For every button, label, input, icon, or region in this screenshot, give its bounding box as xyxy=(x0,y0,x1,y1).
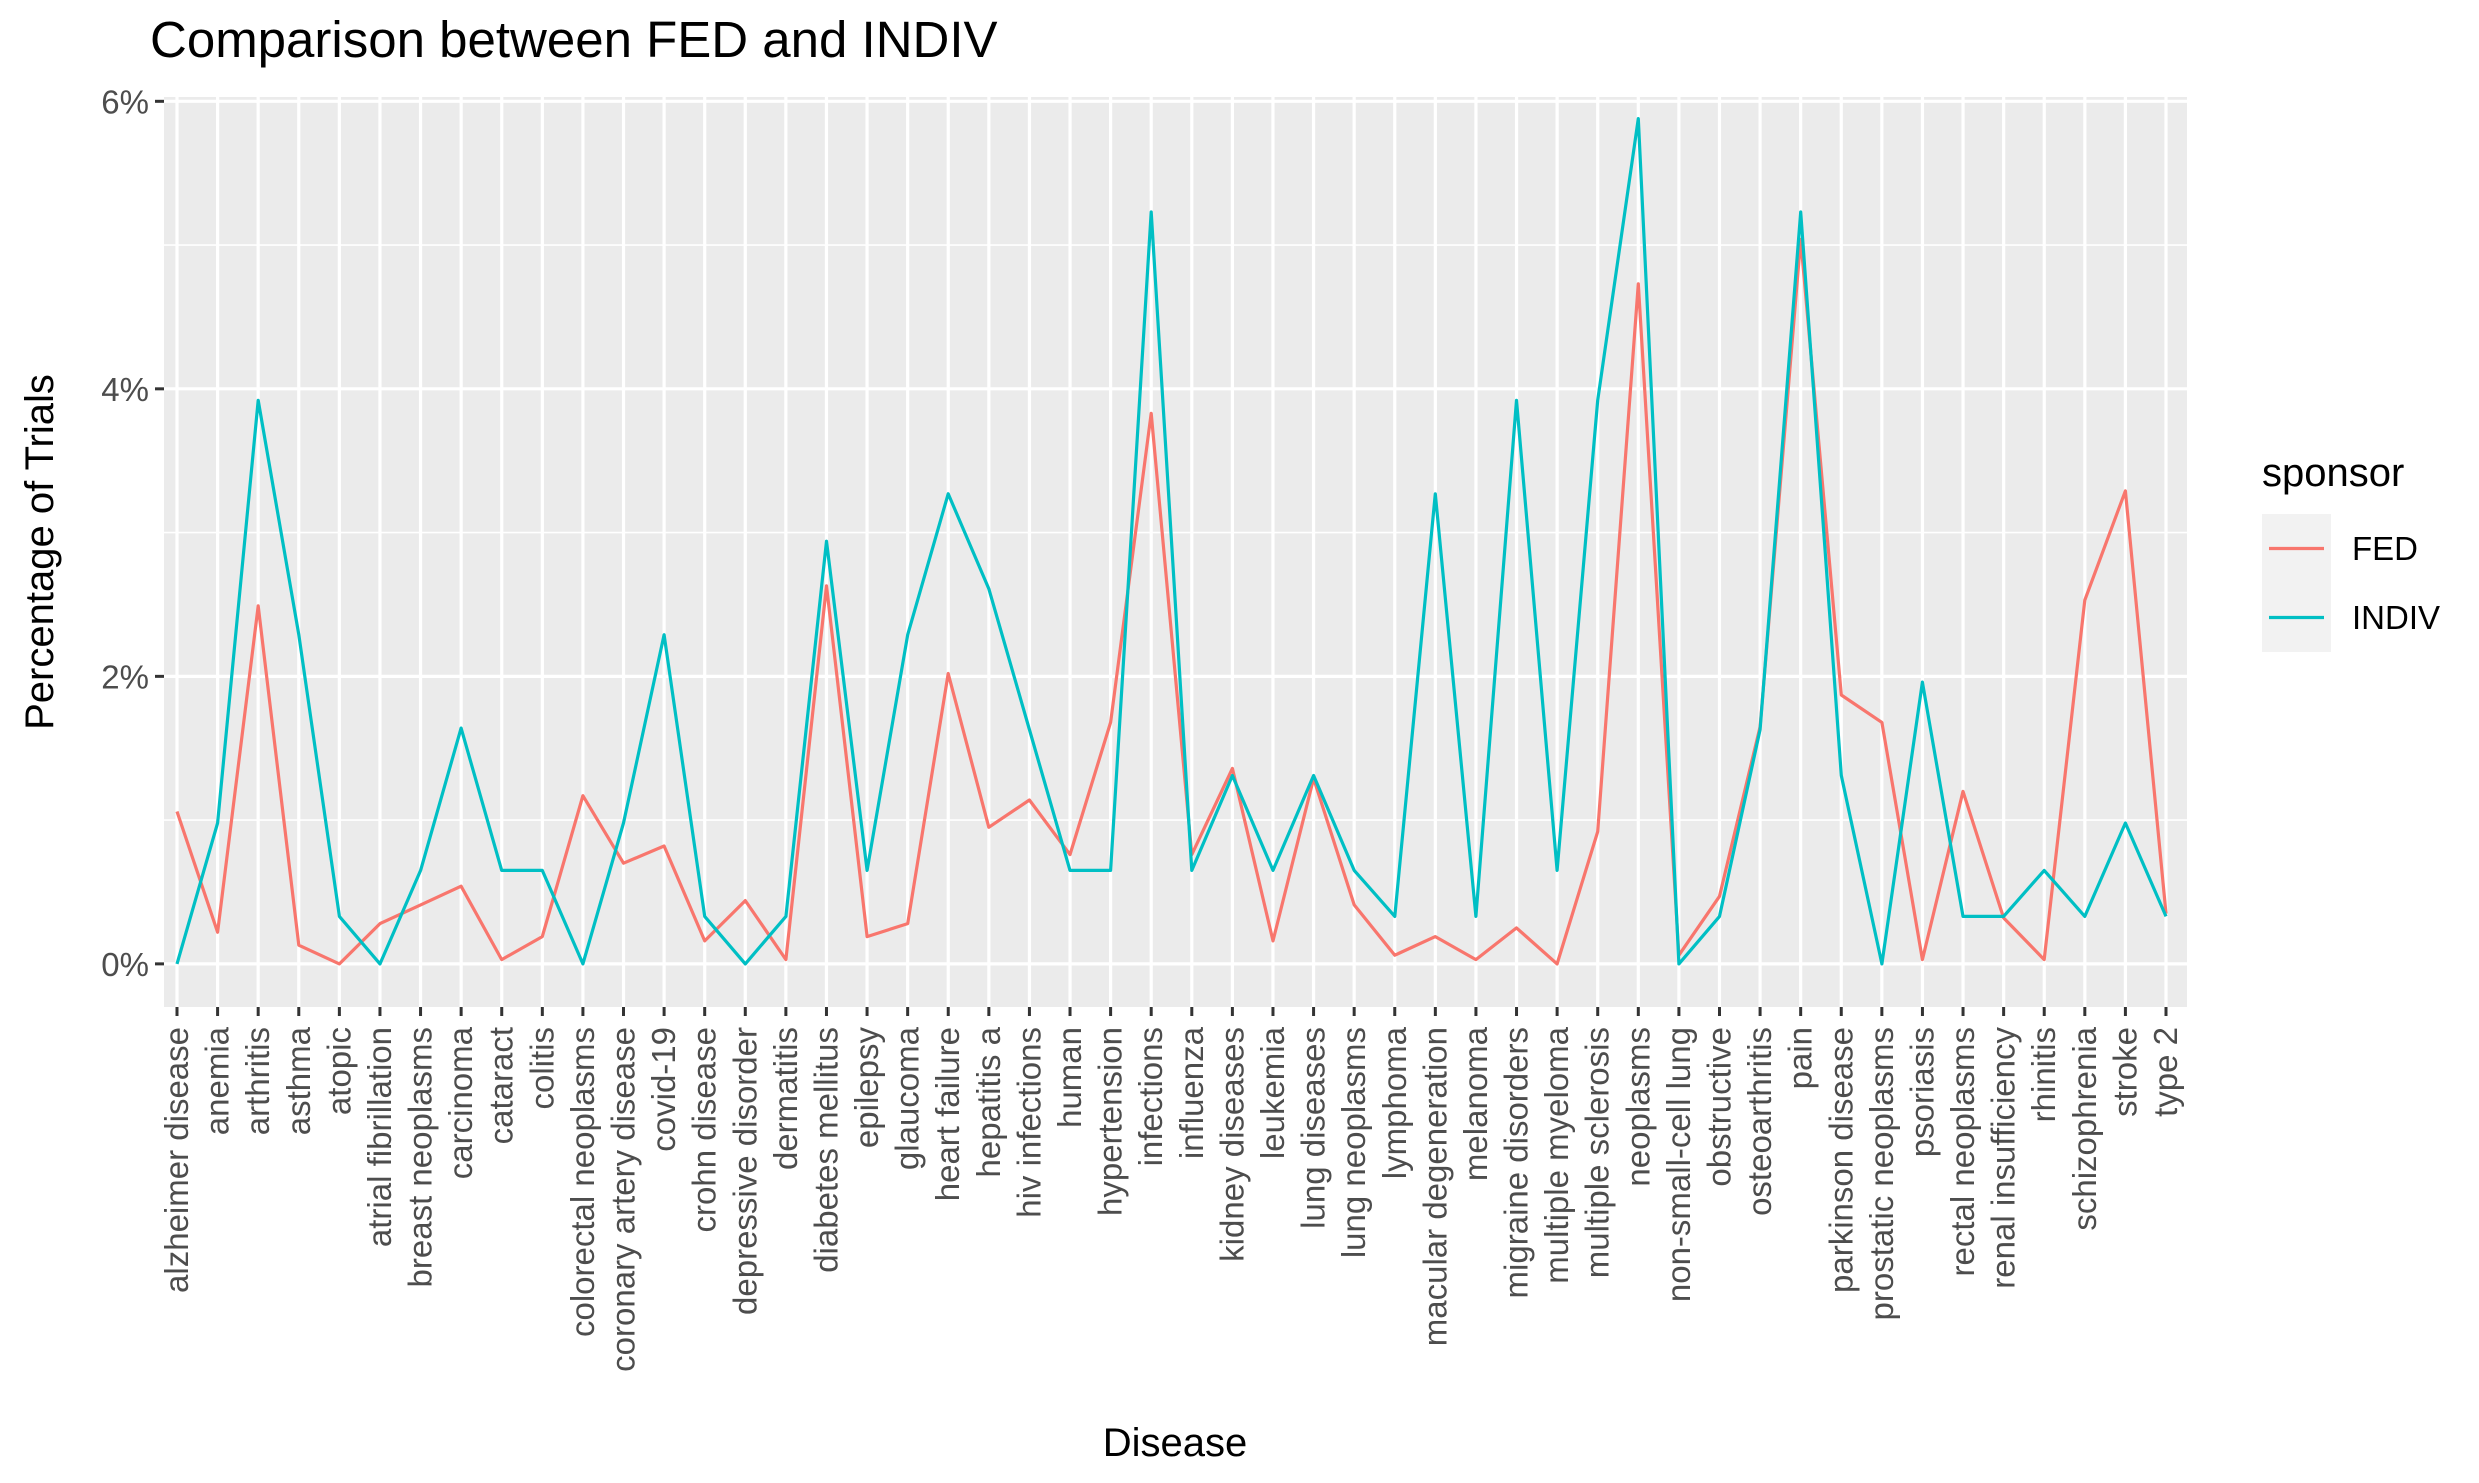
series-line-fed xyxy=(175,237,2168,966)
grid-major xyxy=(164,97,2187,1007)
y-tick-label: 6% xyxy=(101,83,149,120)
x-tick-label: obstructive xyxy=(1700,1027,1737,1187)
x-tick-label: melanoma xyxy=(1457,1026,1494,1181)
x-tick-label: lung neoplasms xyxy=(1335,1027,1372,1258)
x-tick-label: osteoarthritis xyxy=(1741,1027,1778,1216)
x-tick-label: carcinoma xyxy=(442,1026,479,1179)
x-tick-label: asthma xyxy=(280,1026,317,1135)
legend-title: sponsor xyxy=(2262,451,2404,495)
x-tick-label: depressive disorder xyxy=(726,1027,763,1315)
x-tick-label: neoplasms xyxy=(1619,1027,1656,1187)
x-tick-label: hiv infections xyxy=(1010,1027,1047,1218)
x-tick-label: cataract xyxy=(483,1027,520,1144)
x-tick-label: covid-19 xyxy=(645,1027,682,1152)
x-tick-label: hypertension xyxy=(1092,1027,1129,1216)
x-tick-label: diabetes mellitus xyxy=(807,1027,844,1273)
x-tick-label: migraine disorders xyxy=(1498,1027,1535,1298)
x-tick-label: influenza xyxy=(1173,1026,1210,1159)
x-tick-label: non-small-cell lung xyxy=(1660,1027,1697,1302)
x-tick-label: rectal neoplasms xyxy=(1944,1027,1981,1276)
x-axis-title: Disease xyxy=(1103,1421,1248,1465)
x-tick-label: lymphoma xyxy=(1376,1026,1413,1179)
x-tick-label: hepatitis a xyxy=(970,1026,1007,1177)
x-tick-label: renal insufficiency xyxy=(1985,1027,2022,1289)
y-tick-label: 0% xyxy=(101,946,149,983)
x-tick-label: leukemia xyxy=(1254,1026,1291,1159)
plot-panel xyxy=(164,97,2187,1007)
x-axis: alzheimer disease anemia arthritis asthma at… xyxy=(158,1007,2184,1372)
legend-label-indiv: INDIV xyxy=(2352,599,2440,636)
x-tick-label: arthritis xyxy=(239,1027,276,1135)
x-tick-label: parkinson disease xyxy=(1822,1027,1859,1293)
x-tick-label: pain xyxy=(1782,1027,1819,1089)
x-tick-label: lung diseases xyxy=(1295,1027,1332,1229)
legend: sponsor FED INDIV xyxy=(2262,451,2440,652)
x-tick-label: prostatic neoplasms xyxy=(1863,1027,1900,1320)
x-tick-label: glaucoma xyxy=(889,1026,926,1170)
x-tick-label: kidney diseases xyxy=(1213,1027,1250,1262)
x-tick-label: human xyxy=(1051,1027,1088,1128)
y-axis: 0% 2% 4% 6% xyxy=(101,83,164,983)
x-tick-label: stroke xyxy=(2106,1027,2143,1117)
x-tick-label: schizophrenia xyxy=(2066,1026,2103,1230)
x-tick-label: rhinitis xyxy=(2025,1027,2062,1122)
x-tick-label: psoriasis xyxy=(1903,1027,1940,1157)
y-tick-label: 2% xyxy=(101,658,149,695)
x-tick-label: multiple sclerosis xyxy=(1579,1027,1616,1278)
legend-label-fed: FED xyxy=(2352,530,2418,567)
x-tick-label: colorectal neoplasms xyxy=(564,1027,601,1337)
series-line-indiv xyxy=(175,116,2168,966)
chart-title: Comparison between FED and INDIV xyxy=(150,11,998,68)
x-tick-label: epilepsy xyxy=(848,1027,885,1149)
y-axis-title: Percentage of Trials xyxy=(18,374,62,730)
x-tick-label: alzheimer disease xyxy=(158,1027,195,1293)
x-tick-label: coronary artery disease xyxy=(605,1027,642,1372)
x-tick-label: type 2 xyxy=(2147,1027,2184,1117)
x-tick-label: breast neoplasms xyxy=(402,1027,439,1287)
y-tick-label: 4% xyxy=(101,371,149,408)
x-tick-label: colitis xyxy=(523,1027,560,1110)
x-tick-label: anemia xyxy=(199,1026,236,1135)
x-tick-label: macular degeneration xyxy=(1416,1027,1453,1346)
series-lines xyxy=(175,116,2168,966)
x-tick-label: dermatitis xyxy=(767,1027,804,1170)
x-tick-label: atrial fibrillation xyxy=(361,1027,398,1247)
x-tick-label: multiple myeloma xyxy=(1538,1026,1575,1283)
x-tick-label: infections xyxy=(1132,1027,1169,1166)
x-tick-label: crohn disease xyxy=(686,1027,723,1232)
x-tick-label: atopic xyxy=(320,1027,357,1115)
x-tick-label: heart failure xyxy=(929,1027,966,1201)
